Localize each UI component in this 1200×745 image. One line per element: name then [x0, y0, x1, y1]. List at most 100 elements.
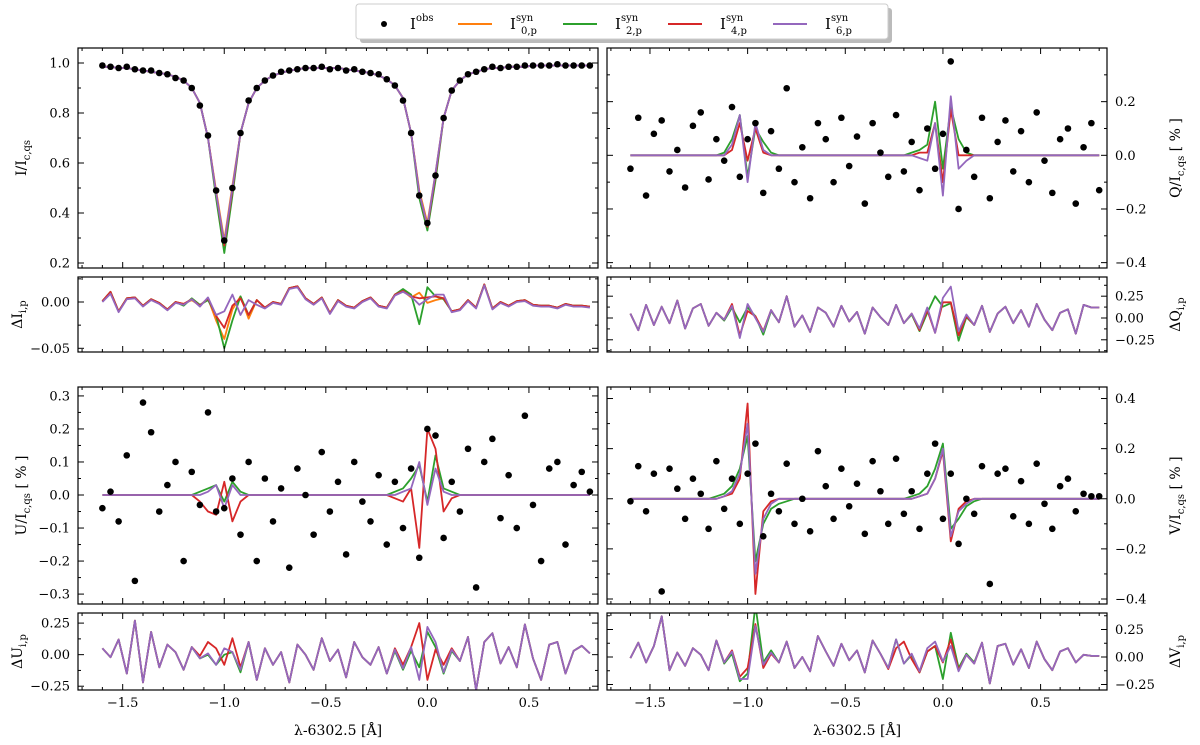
obs-point	[107, 63, 114, 71]
obs-point	[713, 135, 720, 143]
obs-point	[164, 70, 171, 78]
obs-point	[464, 70, 472, 78]
obs-point	[892, 111, 900, 119]
obs-point	[107, 488, 114, 496]
obs-point	[391, 82, 399, 89]
legend-marker	[381, 21, 387, 27]
series-line-I2	[102, 64, 590, 254]
y-tick-label: −0.25	[1115, 678, 1155, 693]
y-tick-label: 0.00	[41, 296, 70, 311]
y-tick-label: 0.1	[49, 455, 70, 470]
obs-point	[900, 510, 908, 518]
obs-point	[505, 471, 512, 479]
obs-point	[554, 458, 561, 466]
obs-point	[350, 458, 358, 466]
obs-point	[1072, 200, 1080, 207]
obs-point	[814, 447, 822, 455]
y-tick-label: 0.25	[1115, 623, 1144, 638]
obs-point	[1041, 157, 1048, 164]
obs-point	[489, 63, 496, 71]
obs-point	[869, 457, 876, 465]
obs-point	[545, 465, 553, 472]
obs-point	[570, 481, 577, 489]
y-tick-label: −0.2	[38, 555, 70, 570]
obs-point	[931, 165, 939, 173]
obs-point	[480, 458, 488, 466]
axes-frame	[606, 612, 1108, 691]
obs-point	[562, 62, 569, 69]
series-line-I6	[630, 95, 1100, 197]
obs-point	[924, 125, 931, 132]
series-line-I6	[101, 284, 591, 316]
obs-point	[432, 432, 439, 439]
obs-point	[1009, 512, 1017, 520]
obs-point	[1002, 117, 1009, 124]
obs-point	[1064, 125, 1072, 132]
obs-point	[513, 63, 521, 71]
series-line-I6	[101, 619, 591, 690]
obs-point	[277, 485, 285, 492]
obs-point	[877, 487, 884, 495]
obs-point	[334, 64, 342, 72]
obs-point	[1033, 460, 1040, 467]
obs-point	[318, 448, 326, 456]
obs-point	[399, 524, 407, 532]
obs-point	[791, 178, 798, 186]
obs-point	[188, 84, 196, 92]
obs-point	[554, 60, 561, 68]
y-tick-label: 0.4	[1115, 392, 1136, 407]
obs-point	[939, 130, 947, 138]
obs-point	[916, 525, 923, 533]
obs-point	[172, 74, 179, 82]
obs-point	[759, 189, 767, 197]
obs-point	[269, 72, 277, 79]
obs-point	[799, 143, 806, 151]
legend-item-I0: Isyn 0,p	[458, 13, 537, 37]
series-line-I2	[101, 283, 590, 350]
obs-point	[521, 62, 529, 69]
series-line-I4	[629, 615, 1100, 685]
y-tick-label: −0.4	[1115, 256, 1147, 271]
y-tick-label: −0.2	[1115, 202, 1147, 217]
x-tick-label: 0.0	[933, 696, 954, 711]
y-axis-label-dV: ΔVi,p	[1168, 635, 1187, 668]
obs-point	[822, 482, 830, 490]
obs-point	[1095, 186, 1103, 194]
obs-point	[970, 173, 978, 181]
obs-point	[845, 502, 853, 510]
obs-point	[537, 557, 545, 565]
obs-point	[415, 554, 423, 562]
obs-point	[245, 97, 252, 104]
obs-point	[978, 114, 986, 122]
obs-point	[359, 68, 366, 76]
obs-point	[705, 525, 712, 533]
x-tick-label: 0.5	[1030, 696, 1051, 711]
obs-point	[994, 138, 1001, 146]
obs-point	[253, 84, 261, 92]
legend-label: Isyn 2,p	[615, 13, 642, 37]
obs-point	[367, 69, 374, 77]
y-tick-label: −0.3	[38, 588, 70, 603]
x-tick-label: 0.0	[417, 696, 438, 711]
obs-point	[164, 481, 171, 489]
obs-point	[172, 458, 179, 466]
obs-point	[986, 580, 994, 588]
obs-point	[955, 205, 962, 213]
obs-point	[155, 508, 163, 515]
obs-point	[884, 520, 892, 528]
panel-Q: −0.4 −0.2 0.0 0.2 Q/Ic,qs [ % ]	[606, 47, 1187, 271]
legend-label: Iobs	[410, 13, 434, 33]
y-tick-label: −0.1	[38, 522, 70, 537]
obs-point	[963, 146, 970, 154]
obs-point	[147, 428, 155, 436]
obs-point	[432, 172, 439, 179]
axes-frame	[77, 276, 599, 353]
obs-point	[1017, 127, 1025, 135]
legend-label: Isyn 6,p	[825, 13, 852, 37]
obs-point	[1017, 477, 1025, 485]
obs-point	[736, 173, 744, 181]
obs-point	[658, 588, 665, 595]
x-tick-label: −1.0	[732, 696, 764, 711]
obs-point	[99, 504, 106, 512]
obs-point	[775, 507, 783, 515]
